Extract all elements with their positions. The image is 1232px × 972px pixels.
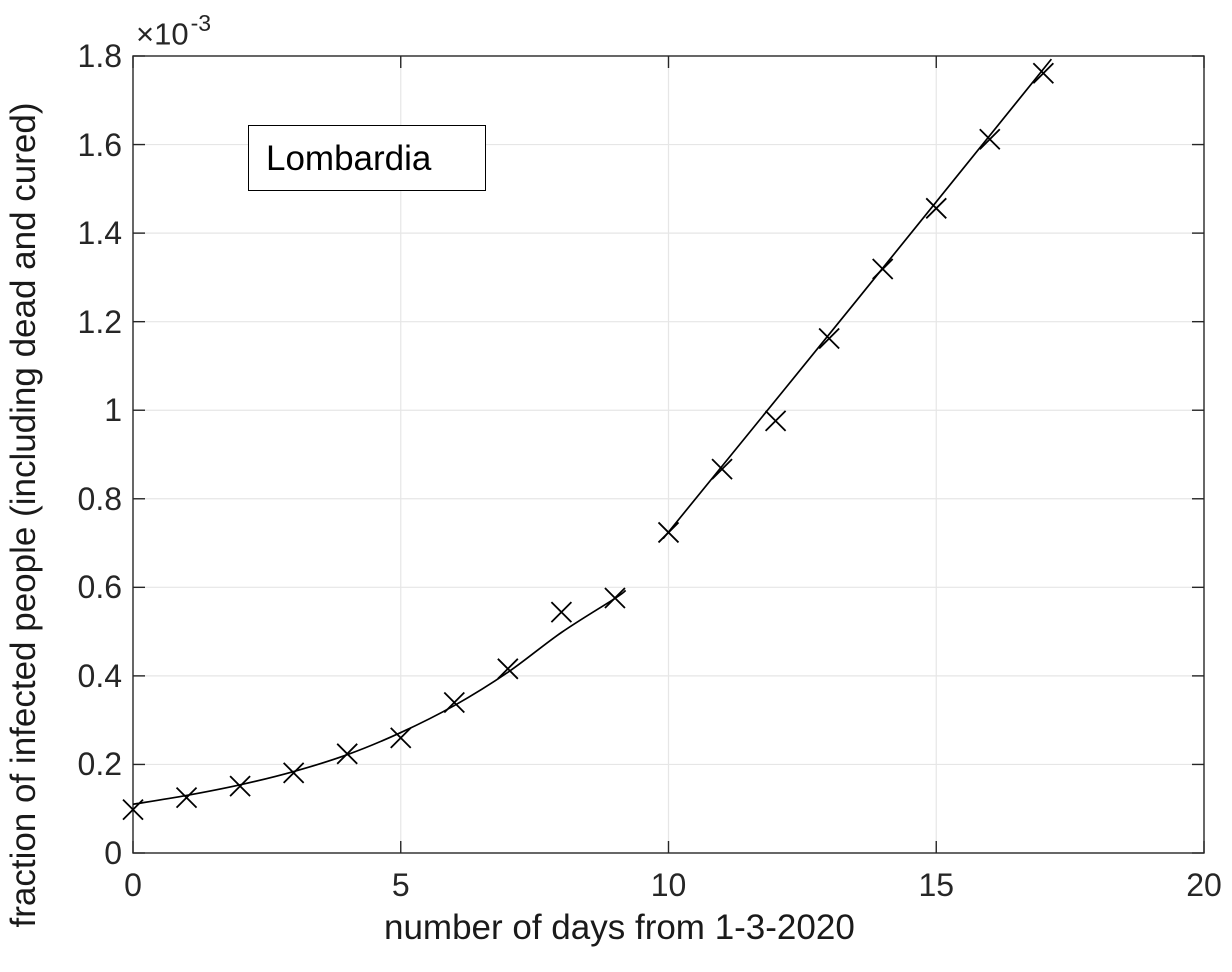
data-point-marker (764, 410, 787, 432)
annotation-text: Lombardia (266, 139, 432, 178)
data-point-marker (175, 787, 198, 809)
data-point-marker (925, 197, 947, 219)
data-point-marker (711, 458, 733, 480)
y-tick-label: 0.6 (77, 569, 122, 606)
data-point-marker (979, 128, 1001, 150)
annotation-box: Lombardia (248, 125, 486, 191)
y-tick-label: 1.2 (77, 303, 122, 340)
data-point-marker (283, 762, 305, 784)
fit-curve-segment-1 (132, 589, 627, 806)
y-tick-label: 0.2 (77, 746, 122, 783)
y-tick-label: 0.4 (77, 657, 122, 694)
fit-curve-segment-2 (662, 58, 1053, 540)
x-tick-label: 5 (391, 867, 410, 903)
data-point-marker (229, 775, 251, 797)
y-tick-label: 1.4 (77, 215, 122, 252)
y-tick-label: 1.6 (77, 126, 122, 163)
x-tick-label: 0 (124, 867, 142, 903)
data-point-marker (818, 327, 840, 350)
y-axis-exponent-label: ×10-3 (136, 10, 212, 52)
y-axis-label: fraction of infected people (including d… (4, 102, 43, 928)
data-point-marker (550, 601, 573, 623)
y-tick-label: 1.8 (77, 38, 122, 74)
data-point-marker (1032, 62, 1054, 84)
x-tick-label: 10 (650, 867, 687, 903)
data-point-marker (390, 727, 412, 749)
y-tick-label: 0 (104, 835, 122, 871)
y-tick-label: 0.8 (77, 480, 122, 517)
data-point-marker (497, 658, 519, 680)
y-exponent-base: ×10 (136, 16, 189, 52)
y-exponent-power: -3 (190, 10, 212, 36)
x-tick-label: 15 (918, 867, 955, 903)
y-tick-label: 1 (104, 392, 122, 429)
x-axis-label: number of days from 1-3-2020 (384, 908, 855, 947)
x-tick-label: 20 (1186, 867, 1222, 903)
